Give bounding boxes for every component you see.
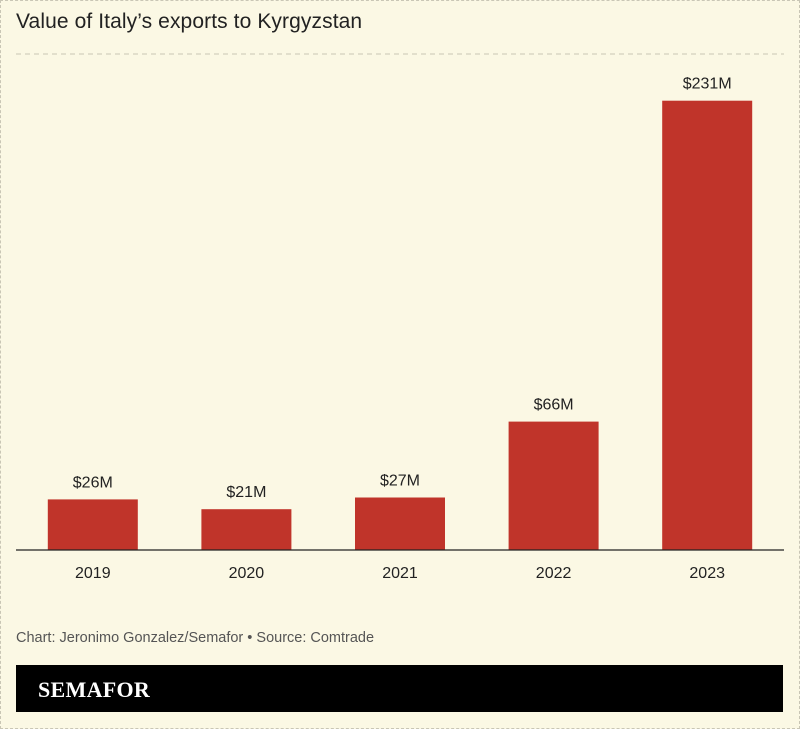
semafor-logo: SEMAFOR xyxy=(38,677,151,702)
bar-2022 xyxy=(508,421,599,550)
bars-group xyxy=(47,100,753,550)
x-tick-2023: 2023 xyxy=(689,565,725,582)
value-labels-group: $26M $21M $27M $66M $231M xyxy=(73,76,732,502)
footer-bar: SEMAFOR xyxy=(16,665,783,712)
chart-title: Value of Italy’s exports to Kyrgyzstan xyxy=(16,10,363,33)
value-label-2023: $231M xyxy=(683,76,732,93)
chart-credit: Chart: Jeronimo Gonzalez/Semafor • Sourc… xyxy=(16,630,375,646)
x-tick-2021: 2021 xyxy=(382,565,418,582)
bar-2021 xyxy=(355,497,445,550)
bar-2019 xyxy=(47,499,138,550)
x-tick-labels-group: 2019 2020 2021 2022 2023 xyxy=(75,565,725,582)
bar-2020 xyxy=(201,509,292,550)
value-label-2022: $66M xyxy=(534,397,574,414)
bar-2023 xyxy=(662,100,753,550)
value-label-2019: $26M xyxy=(73,474,113,491)
x-tick-2022: 2022 xyxy=(536,565,572,582)
value-label-2020: $21M xyxy=(226,484,266,501)
bar-chart: $26M$21M$27M$66M$231M 2019 2020 2021 2022 20… xyxy=(16,53,784,582)
x-tick-2019: 2019 xyxy=(75,565,111,582)
value-label-2021: $27M xyxy=(380,473,420,490)
x-tick-2020: 2020 xyxy=(229,565,265,582)
